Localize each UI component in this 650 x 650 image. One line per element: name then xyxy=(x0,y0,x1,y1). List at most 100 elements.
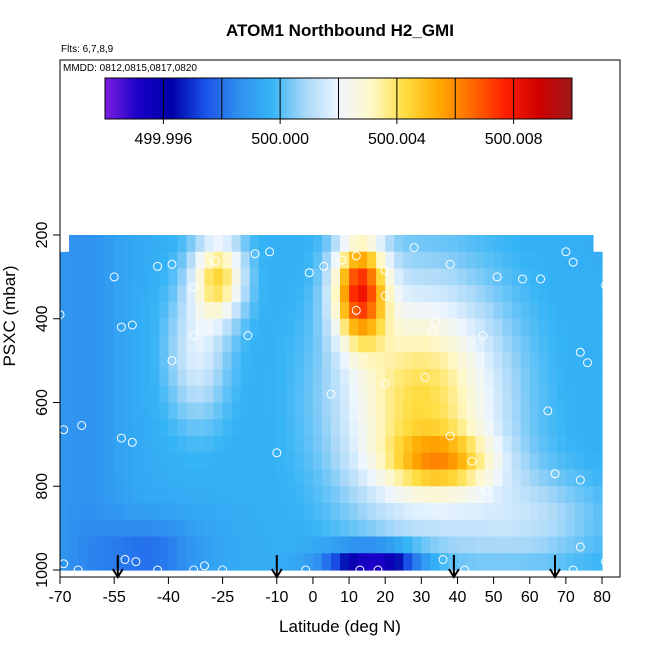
heatmap-cell xyxy=(430,486,440,504)
heatmap-cell xyxy=(493,352,504,370)
heatmap-cell xyxy=(403,503,413,521)
heatmap-cell xyxy=(430,419,440,437)
heatmap-cell xyxy=(204,436,215,454)
heatmap-cell xyxy=(520,553,531,571)
heatmap-cell xyxy=(276,436,287,454)
heatmap-cell xyxy=(412,369,422,387)
heatmap-cell xyxy=(538,385,549,404)
y-axis: 200 400 600 800 1000 xyxy=(34,222,61,588)
heatmap-cell xyxy=(294,318,305,337)
x-axis: -70 -55 -40 -25 -10 0 10 20 30 40 50 60 70 80 xyxy=(48,576,611,606)
heatmap-cell xyxy=(168,402,179,420)
heatmap-cell xyxy=(168,302,179,320)
heatmap-cell xyxy=(475,536,486,554)
heatmap-cell xyxy=(267,335,278,353)
heatmap-cell xyxy=(195,285,206,303)
heatmap-cell xyxy=(303,553,314,571)
heatmap-cell xyxy=(511,553,522,571)
heatmap-cell xyxy=(240,503,251,521)
sample-marker xyxy=(467,456,477,466)
heatmap-cell xyxy=(421,302,431,320)
heatmap-cell xyxy=(394,335,404,353)
heatmap-cell xyxy=(78,469,88,487)
heatmap-cell xyxy=(592,469,603,487)
heatmap-cell xyxy=(276,536,287,554)
heatmap-cell xyxy=(186,385,197,404)
heatmap-cell xyxy=(258,251,269,270)
heatmap-cell xyxy=(312,519,323,538)
heatmap-cell xyxy=(240,235,251,253)
heatmap-cell xyxy=(547,302,558,320)
heatmap-cell xyxy=(105,352,115,370)
heatmap-cell xyxy=(132,452,142,471)
heatmap-cell xyxy=(168,519,179,538)
heatmap-cell xyxy=(123,369,133,387)
heatmap-cell xyxy=(204,486,215,504)
heatmap-cell xyxy=(502,352,513,370)
heatmap-cell xyxy=(78,335,88,353)
heatmap-cell xyxy=(213,519,224,538)
heatmap-cell xyxy=(448,452,459,471)
heatmap-cell xyxy=(529,352,540,370)
heatmap-cell xyxy=(123,402,133,420)
heatmap-cell xyxy=(231,419,242,437)
heatmap-cell xyxy=(141,419,151,437)
heatmap-cell xyxy=(520,469,531,487)
sample-marker xyxy=(301,565,311,575)
heatmap-cell xyxy=(529,419,540,437)
heatmap-cell xyxy=(358,419,368,437)
heatmap-cell xyxy=(222,553,233,571)
heatmap-cell xyxy=(412,251,422,270)
colorbar-tick-label: 500.000 xyxy=(251,131,309,148)
heatmap-cell xyxy=(240,402,251,420)
heatmap-cell xyxy=(87,519,97,538)
heatmap-cell xyxy=(231,469,242,487)
heatmap-cell xyxy=(294,436,305,454)
heatmap-cell xyxy=(547,235,558,253)
heatmap-cell xyxy=(412,553,422,571)
heatmap-cell xyxy=(592,302,603,320)
heatmap-cell xyxy=(331,369,341,387)
heatmap-cell xyxy=(547,402,558,420)
heatmap-cell xyxy=(358,302,368,320)
sample-marker xyxy=(543,406,553,416)
heatmap-cell xyxy=(204,285,215,303)
heatmap-cell xyxy=(285,503,296,521)
heatmap-cell xyxy=(421,486,431,504)
heatmap-cell xyxy=(565,285,576,303)
sample-marker xyxy=(575,347,585,357)
heatmap-cell xyxy=(331,503,341,521)
heatmap-cell xyxy=(529,285,540,303)
heatmap-cell xyxy=(195,553,206,571)
heatmap-cell xyxy=(123,486,133,504)
heatmap-cell xyxy=(430,452,440,471)
heatmap-cell xyxy=(249,335,260,353)
sample-marker xyxy=(478,331,488,340)
heatmap-cell xyxy=(520,503,531,521)
heatmap-cell xyxy=(358,318,368,337)
heatmap-cell xyxy=(114,436,124,454)
heatmap-cell xyxy=(448,469,459,487)
heatmap-cell xyxy=(502,369,513,387)
heatmap-cell xyxy=(484,235,495,253)
heatmap-cell xyxy=(258,302,269,320)
heatmap-cell xyxy=(204,235,215,253)
heatmap-cell xyxy=(439,251,450,270)
heatmap-cell xyxy=(403,318,413,337)
heatmap-cell xyxy=(511,385,522,404)
heatmap-cell xyxy=(303,251,314,270)
heatmap-cell xyxy=(385,235,395,253)
heatmap-cell xyxy=(96,553,106,571)
heatmap-cell xyxy=(358,469,368,487)
heatmap-cell xyxy=(403,369,413,387)
heatmap-cell xyxy=(177,519,188,538)
heatmap-cell xyxy=(583,268,594,286)
heatmap-cell xyxy=(349,536,359,554)
heatmap-cell xyxy=(258,469,269,487)
heatmap-cell xyxy=(340,369,350,387)
heatmap-cell xyxy=(177,452,188,471)
y-tick-label: 800 xyxy=(34,473,51,500)
heatmap-cell xyxy=(592,503,603,521)
heatmap-cell xyxy=(439,402,450,420)
heatmap-cell xyxy=(96,436,106,454)
